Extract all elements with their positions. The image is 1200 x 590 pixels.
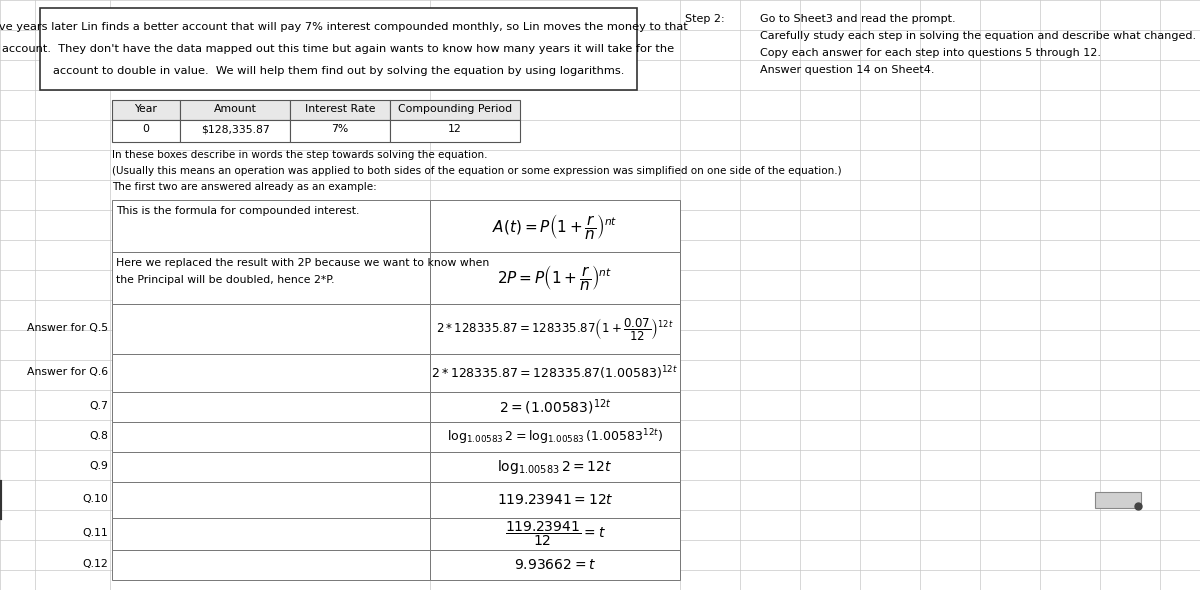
Bar: [430, 252, 680, 304]
Bar: [430, 482, 680, 518]
Text: the Principal will be doubled, hence 2*P.: the Principal will be doubled, hence 2*P…: [116, 275, 335, 285]
Bar: [290, 120, 390, 142]
Text: 0: 0: [143, 124, 150, 134]
Text: Amount: Amount: [214, 104, 257, 114]
Bar: [112, 252, 430, 304]
Text: account to double in value.  We will help them find out by solving the equation : account to double in value. We will help…: [53, 66, 624, 76]
Text: $2 = (1.00583)^{12t}$: $2 = (1.00583)^{12t}$: [499, 397, 611, 417]
Bar: [430, 354, 680, 392]
Bar: [112, 392, 430, 422]
Text: Q.12: Q.12: [83, 559, 108, 569]
Bar: [430, 518, 680, 550]
Text: account.  They don't have the data mapped out this time but again wants to know : account. They don't have the data mapped…: [2, 44, 674, 54]
Bar: [40, 8, 637, 90]
Text: In these boxes describe in words the step towards solving the equation.: In these boxes describe in words the ste…: [112, 150, 487, 160]
Text: $\log_{1.00583} 2 = \log_{1.00583}(1.00583^{12t})$: $\log_{1.00583} 2 = \log_{1.00583}(1.005…: [446, 427, 664, 447]
Bar: [112, 200, 430, 252]
Bar: [430, 422, 680, 452]
Bar: [390, 120, 520, 142]
Bar: [112, 354, 430, 392]
Text: Q.10: Q.10: [82, 494, 108, 504]
Text: This is the formula for compounded interest.: This is the formula for compounded inter…: [116, 206, 359, 216]
Bar: [112, 518, 430, 550]
Text: Q.8: Q.8: [89, 431, 108, 441]
Text: $2 * 128335.87 = 128335.87\left(1+\dfrac{0.07}{12}\right)^{12t}$: $2 * 128335.87 = 128335.87\left(1+\dfrac…: [436, 316, 674, 342]
Text: Step 2:: Step 2:: [685, 14, 725, 24]
Text: 7%: 7%: [331, 124, 349, 134]
Text: $128,335.87: $128,335.87: [200, 124, 269, 134]
Text: (Usually this means an operation was applied to both sides of the equation or so: (Usually this means an operation was app…: [112, 166, 841, 176]
Text: Compounding Period: Compounding Period: [398, 104, 512, 114]
Text: Go to Sheet3 and read the prompt.: Go to Sheet3 and read the prompt.: [760, 14, 955, 24]
Bar: [112, 304, 430, 354]
Bar: [1096, 492, 1141, 508]
Bar: [112, 100, 180, 120]
Text: $119.23941 = 12t$: $119.23941 = 12t$: [497, 493, 613, 507]
Bar: [112, 482, 430, 518]
Text: Copy each answer for each step into questions 5 through 12.: Copy each answer for each step into ques…: [760, 48, 1102, 58]
Text: The first two are answered already as an example:: The first two are answered already as an…: [112, 182, 377, 192]
Bar: [430, 304, 680, 354]
Text: Q.11: Q.11: [83, 528, 108, 538]
Text: Five years later Lin finds a better account that will pay 7% interest compounded: Five years later Lin finds a better acco…: [0, 22, 688, 32]
Text: Carefully study each step in solving the equation and describe what changed.: Carefully study each step in solving the…: [760, 31, 1196, 41]
Text: $2P = P\left(1+\dfrac{r}{n}\right)^{nt}$: $2P = P\left(1+\dfrac{r}{n}\right)^{nt}$: [498, 264, 612, 293]
Text: Here we replaced the result with 2P because we want to know when: Here we replaced the result with 2P beca…: [116, 258, 490, 268]
Bar: [180, 120, 290, 142]
Bar: [112, 120, 180, 142]
Text: Interest Rate: Interest Rate: [305, 104, 376, 114]
Bar: [112, 550, 430, 580]
Text: $\log_{1.00583} 2 = 12t$: $\log_{1.00583} 2 = 12t$: [497, 458, 613, 476]
Bar: [430, 392, 680, 422]
Bar: [180, 100, 290, 120]
Text: Answer for Q.5: Answer for Q.5: [26, 323, 108, 333]
Text: $2 * 128335.87 = 128335.87(1.00583)^{12t}$: $2 * 128335.87 = 128335.87(1.00583)^{12t…: [431, 364, 679, 382]
Text: Q.9: Q.9: [89, 461, 108, 471]
Text: Answer for Q.6: Answer for Q.6: [26, 367, 108, 377]
Bar: [390, 100, 520, 120]
Text: 12: 12: [448, 124, 462, 134]
Bar: [430, 452, 680, 482]
Text: Answer question 14 on Sheet4.: Answer question 14 on Sheet4.: [760, 65, 935, 75]
Bar: [430, 200, 680, 252]
Bar: [430, 550, 680, 580]
Text: $\dfrac{119.23941}{12} = t$: $\dfrac{119.23941}{12} = t$: [504, 520, 606, 548]
Text: $A(t) = P\left(1+\dfrac{r}{n}\right)^{nt}$: $A(t) = P\left(1+\dfrac{r}{n}\right)^{nt…: [492, 211, 618, 241]
Text: Q.7: Q.7: [89, 401, 108, 411]
Bar: [112, 452, 430, 482]
Text: $9.93662 = t$: $9.93662 = t$: [514, 558, 596, 572]
Bar: [112, 422, 430, 452]
Bar: [290, 100, 390, 120]
Text: Year: Year: [134, 104, 157, 114]
